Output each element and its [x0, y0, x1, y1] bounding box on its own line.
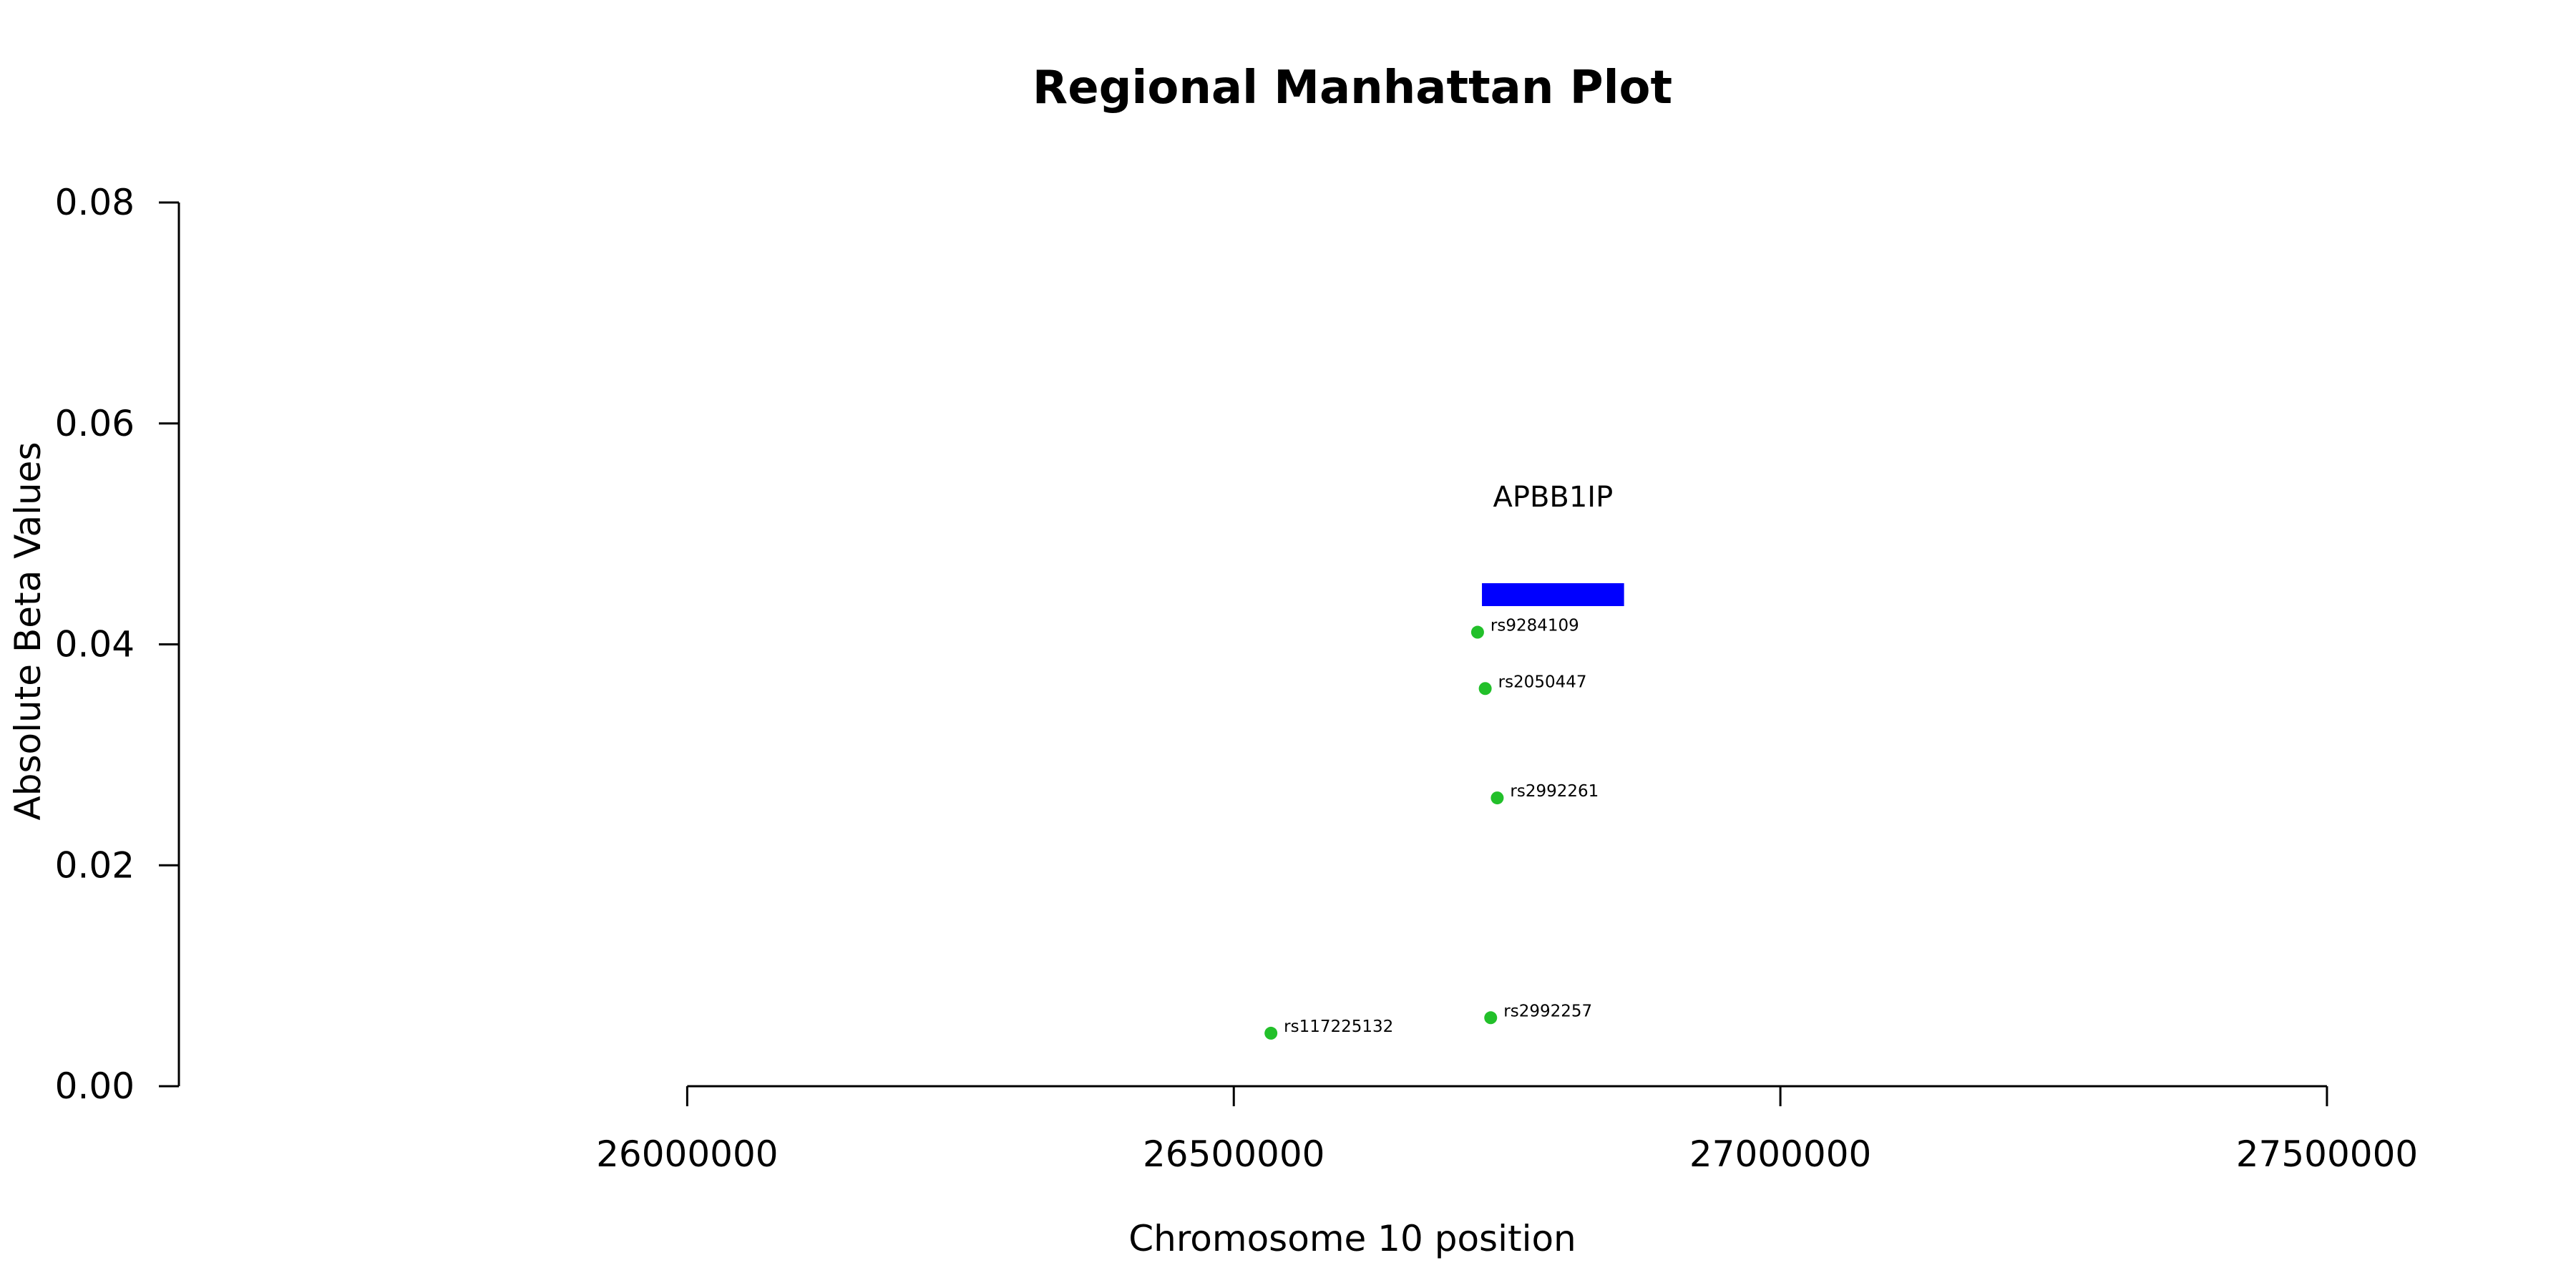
y-tick-label: 0.04: [55, 624, 135, 665]
y-tick-label: 0.02: [55, 844, 135, 886]
gene-bar: [1482, 583, 1624, 607]
x-axis-label: Chromosome 10 position: [1128, 1218, 1576, 1259]
snp-point: [1484, 1011, 1498, 1025]
x-tick-label: 26000000: [596, 1133, 779, 1175]
snp-point: [1264, 1026, 1278, 1040]
chart-title: Regional Manhattan Plot: [1033, 62, 1672, 114]
y-tick-label: 0.08: [55, 182, 135, 223]
y-tick-label: 0.00: [55, 1065, 135, 1107]
snp-points: rs9284109 rs2050447 rs2992261 rs2992257 rs11…: [1264, 617, 1599, 1040]
x-axis: 26000000 26500000 27000000 27500000: [596, 1085, 2419, 1175]
gene-label: APBB1IP: [1493, 481, 1613, 514]
snp-point: [1491, 791, 1504, 805]
snp-point: [1470, 625, 1484, 639]
x-tick-label: 27500000: [2236, 1133, 2419, 1175]
gene-track: APBB1IP: [1482, 481, 1624, 607]
y-axis: 0.00 0.02 0.04 0.06 0.08: [55, 182, 180, 1107]
y-axis-label: Absolute Beta Values: [7, 442, 49, 821]
snp-label: rs2992257: [1503, 1002, 1592, 1020]
snp-label: rs117225132: [1284, 1018, 1393, 1036]
x-tick-label: 26500000: [1143, 1133, 1325, 1175]
snp-label: rs2992261: [1510, 782, 1599, 801]
y-tick-label: 0.06: [55, 403, 135, 444]
snp-label: rs9284109: [1491, 617, 1579, 635]
snp-label: rs2050447: [1498, 673, 1587, 691]
snp-point: [1478, 682, 1492, 696]
x-tick-label: 27000000: [1689, 1133, 1872, 1175]
